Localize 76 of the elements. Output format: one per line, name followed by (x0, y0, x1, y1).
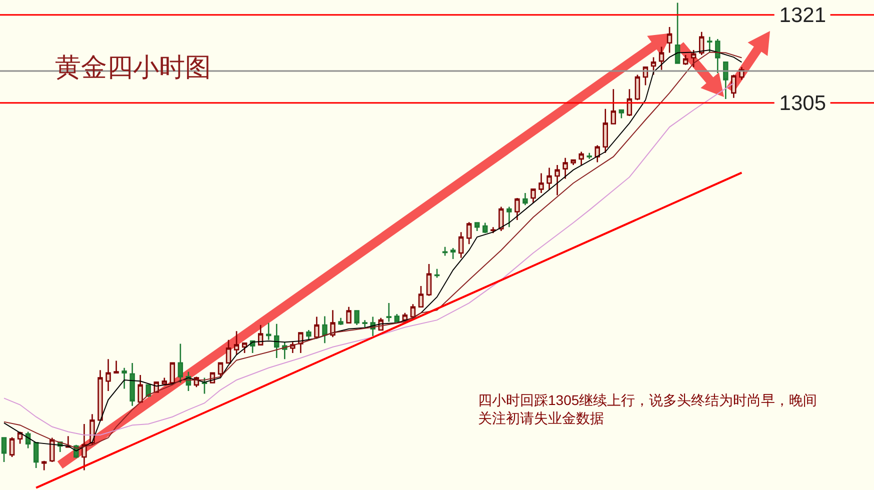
candlestick (82, 423, 87, 471)
candlestick (731, 74, 736, 99)
candlestick (170, 362, 176, 384)
candlestick (674, 2, 680, 64)
candlestick (514, 197, 520, 221)
candlestick (658, 46, 664, 70)
candlestick (178, 343, 184, 384)
candlestick (562, 157, 568, 180)
candlestick (218, 362, 224, 378)
candlestick (723, 61, 728, 100)
candlestick (450, 247, 456, 260)
annotation: 四小时回踩1305继续上行，说多头终结为时尚早，晚间关注初请失业金数据 (478, 392, 818, 426)
candlestick (33, 442, 39, 469)
candlestick (98, 369, 103, 422)
candlestick (466, 222, 472, 245)
candlestick (9, 436, 15, 458)
candlestick (314, 316, 320, 338)
candlestick (682, 54, 688, 66)
candlestick (602, 108, 608, 154)
candlestick (1, 437, 7, 463)
candlestick (482, 222, 488, 234)
candlestick (530, 188, 536, 204)
y-tick-label: 1305 (779, 92, 826, 116)
candlestick (418, 285, 424, 308)
candlestick (666, 26, 672, 54)
candlestick (586, 152, 592, 160)
candlestick (578, 151, 584, 166)
candlestick (202, 377, 208, 394)
candlestick (330, 310, 336, 338)
candlestick (274, 323, 280, 359)
candlestick (522, 192, 528, 206)
candlestick (306, 329, 312, 341)
y-tick-label: 1321 (779, 4, 826, 28)
candlestick (146, 384, 151, 398)
candlestick (362, 319, 368, 328)
candlestick (162, 377, 167, 385)
candlestick (266, 322, 272, 341)
candlestick (698, 31, 704, 56)
candlestick (442, 246, 448, 256)
candlestick (41, 460, 47, 471)
candlestick (258, 324, 264, 346)
candlestick (338, 317, 344, 326)
candlestick (594, 144, 600, 163)
candlestick (426, 263, 432, 297)
candlestick (538, 172, 544, 194)
candlestick (707, 36, 712, 53)
candlestick (618, 109, 624, 119)
candlestick (130, 362, 135, 407)
candlestick (570, 159, 576, 166)
candlestick (394, 313, 400, 322)
candlestick (554, 164, 560, 196)
candlestick (90, 413, 95, 446)
candlestick (458, 231, 464, 259)
candlestick (650, 56, 656, 76)
candlestick (715, 38, 720, 74)
candlestick (226, 339, 232, 364)
candlestick (410, 303, 416, 318)
candlestick (386, 302, 392, 322)
candlestick (346, 306, 352, 324)
candlestick (434, 268, 440, 278)
candlestick (138, 374, 143, 404)
candlestick (610, 88, 616, 124)
candlestick (122, 367, 127, 390)
text: 黄金四小时图 (55, 53, 212, 82)
candlestick (234, 330, 240, 356)
candlestick (690, 49, 696, 68)
candlestick (546, 167, 552, 190)
candlestick (322, 316, 328, 344)
candlestick (474, 222, 480, 232)
candlestick (114, 360, 119, 374)
candlestick (506, 206, 512, 228)
candlestick (490, 226, 496, 234)
candlestick (634, 74, 640, 101)
candlestick (354, 310, 360, 326)
candlestick (498, 206, 504, 232)
candlestick (106, 358, 111, 392)
